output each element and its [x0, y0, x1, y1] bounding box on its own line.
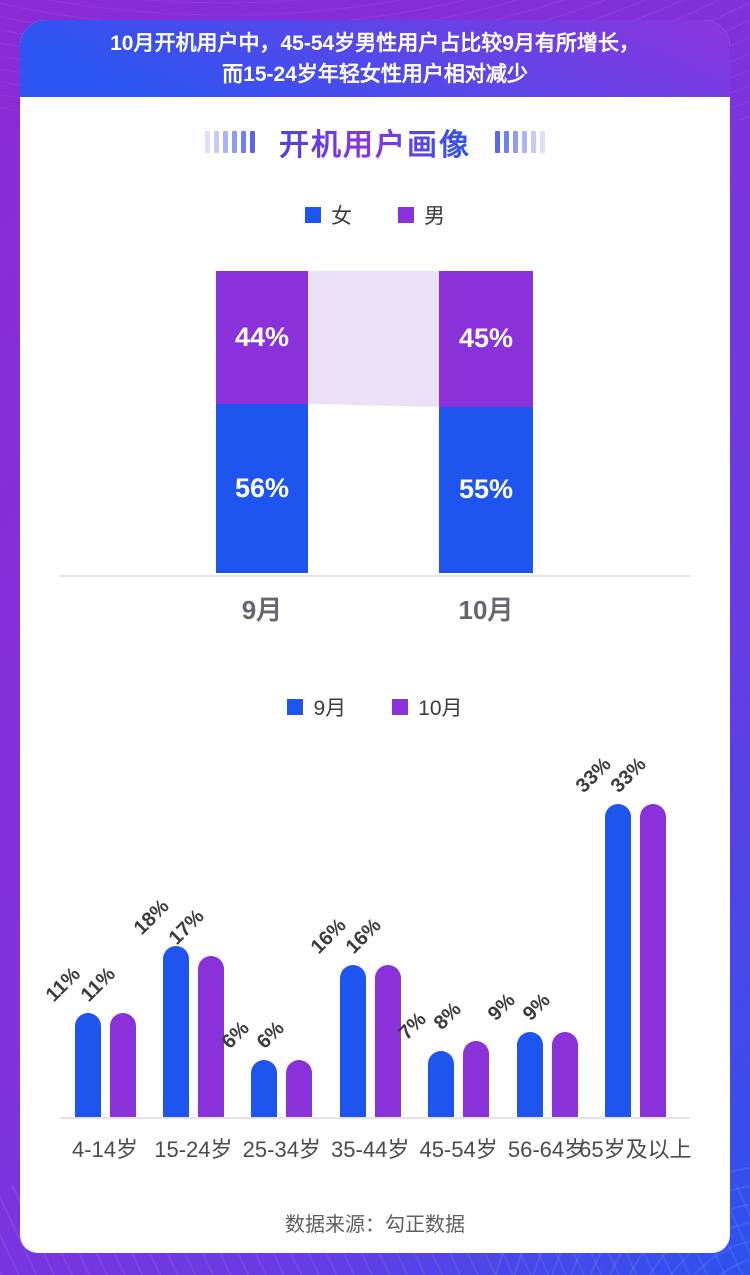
legend-swatch — [398, 207, 414, 223]
age-bar-value-label: 6% — [253, 1017, 290, 1054]
age-category-label: 25-34岁 — [242, 1137, 321, 1162]
deco-bar-icon — [241, 131, 246, 153]
male-value-label: 44% — [234, 321, 290, 352]
legend-item: 男 — [398, 200, 445, 230]
deco-bar-icon — [540, 131, 545, 153]
legend-item: 9月 — [287, 692, 346, 722]
legend-label: 女 — [331, 205, 352, 228]
age-bar-9月 — [428, 1050, 455, 1117]
deco-bar-icon — [223, 131, 228, 153]
female-value-label: 56% — [234, 472, 290, 503]
age-bar-value-label: 11% — [41, 962, 85, 1006]
female-segment: 56% — [216, 403, 308, 573]
deco-bar-icon — [531, 131, 536, 153]
age-bar-value-label: 16% — [341, 914, 386, 959]
age-bar-9月 — [339, 965, 366, 1117]
age-bar-10月 — [286, 1060, 313, 1117]
title-decoration-right — [495, 131, 545, 153]
title-row: 开机用户画像 — [20, 120, 730, 164]
age-bar-value-label: 33% — [571, 752, 616, 797]
age-bar-10月 — [374, 965, 401, 1117]
legend-label: 男 — [424, 205, 445, 228]
legend-item: 女 — [305, 200, 352, 230]
deco-bar-icon — [513, 131, 518, 153]
deco-bar-icon — [522, 131, 527, 153]
gender-legend: 女男 — [20, 200, 730, 230]
age-bar-value-label: 9% — [518, 988, 555, 1025]
deco-bar-icon — [205, 131, 210, 153]
deco-bar-icon — [495, 131, 500, 153]
legend-item: 10月 — [392, 692, 463, 722]
age-bar-9月 — [162, 946, 189, 1117]
age-category-label: 56-64岁 — [507, 1137, 587, 1162]
age-category-label: 35-44岁 — [331, 1137, 410, 1162]
age-bar-10月 — [463, 1041, 490, 1117]
legend-label: 10月 — [418, 697, 463, 720]
deco-bar-icon — [250, 131, 255, 153]
category-label: 10月 — [458, 595, 514, 625]
female-segment: 55% — [439, 406, 533, 573]
age-category-label: 4-14岁 — [71, 1137, 139, 1162]
age-bar-9月 — [604, 803, 631, 1117]
age-bar-9月 — [251, 1060, 278, 1117]
age-bar-10月 — [551, 1031, 578, 1117]
age-category-label: 65岁及以上 — [579, 1137, 692, 1162]
headline-line1: 10月开机用户中，45-54岁男性用户占比较9月有所增长， — [110, 31, 640, 55]
age-category-label: 15-24岁 — [154, 1137, 233, 1162]
deco-bar-icon — [214, 131, 219, 153]
deco-bar-icon — [232, 131, 237, 153]
gender-chart-categories: 9月 10月 — [20, 590, 730, 625]
headline-line2: 而15-24岁年轻女性用户相对减少 — [222, 62, 528, 86]
deco-bar-icon — [504, 131, 509, 153]
page-title: 开机用户画像 — [279, 120, 471, 164]
age-bar-10月 — [639, 803, 666, 1117]
age-bar-value-label: 11% — [76, 962, 120, 1006]
category-label: 9月 — [241, 595, 283, 625]
stacked-bar: 45% 55% — [439, 271, 533, 573]
male-value-label: 45% — [458, 323, 514, 354]
age-bar-value-label: 33% — [606, 752, 651, 797]
age-bar-10月 — [109, 1012, 136, 1117]
legend-swatch — [305, 207, 321, 223]
male-segment: 45% — [439, 271, 533, 407]
male-segment: 44% — [216, 271, 308, 404]
legend-label: 9月 — [313, 697, 347, 720]
age-bar-9月 — [74, 1012, 101, 1117]
age-bar-10月 — [197, 955, 224, 1117]
data-source: 数据来源：勾正数据 — [285, 1214, 465, 1236]
female-value-label: 55% — [458, 474, 514, 505]
legend-swatch — [287, 699, 304, 715]
age-bar-value-label: 9% — [483, 988, 520, 1025]
content-card: 10月开机用户中，45-54岁男性用户占比较9月有所增长， 而15-24岁年轻女… — [20, 20, 730, 1253]
gender-stacked-chart: 44% 56% 45% 55% — [20, 271, 730, 573]
age-bar-9月 — [516, 1031, 543, 1117]
title-decoration-left — [205, 131, 255, 153]
age-category-label: 45-54岁 — [419, 1137, 498, 1162]
age-chart-categories: 4-14岁 15-24岁 25-34岁 35-44岁 45-54岁 56-64岁 65岁及以… — [20, 1132, 730, 1162]
headline-banner: 10月开机用户中，45-54岁男性用户占比较9月有所增长， 而15-24岁年轻女… — [20, 20, 730, 97]
age-bar-value-label: 8% — [429, 998, 466, 1035]
gender-chart-axis-line — [60, 575, 690, 577]
age-grouped-chart: 11% 11% 18% 17% 6% 6% 16% 16% 7% 8% 9% 9% 33% 33% — [20, 753, 730, 1117]
legend-swatch — [392, 699, 409, 715]
flow-band — [308, 271, 439, 407]
stacked-bar: 44% 56% — [216, 271, 308, 573]
age-bar-value-label: 16% — [306, 914, 351, 959]
age-chart-axis-line — [60, 1117, 690, 1119]
month-legend: 9月 10月 — [20, 692, 730, 722]
